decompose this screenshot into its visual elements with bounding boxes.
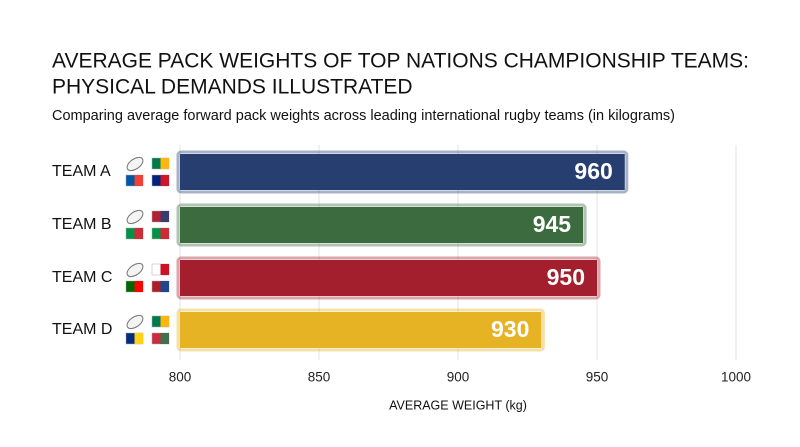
x-tick-label: 950 — [586, 370, 609, 385]
value-label: 930 — [491, 316, 529, 342]
x-tick-label: 1000 — [721, 370, 751, 385]
flag-icon-part — [160, 281, 169, 292]
chart-title: AVERAGE PACK WEIGHTS OF TOP NATIONS CHAM… — [52, 50, 749, 73]
bar — [180, 260, 597, 296]
x-tick-label: 850 — [308, 370, 331, 385]
x-axis-label: AVERAGE WEIGHT (kg) — [389, 398, 527, 412]
flag-icon-part — [134, 175, 143, 186]
flag-icon-part — [160, 228, 169, 239]
bar — [180, 312, 542, 348]
x-tick-label: 900 — [447, 370, 470, 385]
flag-icon-part — [160, 333, 169, 344]
bar-outline — [176, 256, 601, 300]
flag-icon-part — [134, 333, 143, 344]
x-tick-label: 800 — [169, 370, 192, 385]
category-label: TEAM D — [52, 321, 112, 338]
flag-icon-part — [160, 316, 169, 327]
rugby-ball-icon — [126, 209, 144, 225]
bar-outline — [176, 150, 629, 194]
value-label: 950 — [547, 264, 585, 290]
category-label: TEAM C — [52, 269, 112, 286]
bar — [180, 154, 625, 190]
rugby-ball-icon — [126, 156, 144, 172]
flag-icon-part — [134, 281, 143, 292]
rugby-ball-icon — [126, 314, 144, 330]
flag-icon-part — [160, 264, 169, 275]
flag-icon-part — [160, 175, 169, 186]
bar-outline — [176, 308, 545, 352]
value-label: 945 — [533, 211, 572, 237]
category-label: TEAM B — [52, 216, 112, 233]
plot: 960 945 950 930 — [176, 150, 629, 352]
bar-outline — [176, 203, 587, 247]
chart-title-line2: PHYSICAL DEMANDS ILLUSTRATED — [52, 76, 413, 99]
bar — [180, 207, 584, 243]
category-label: TEAM A — [52, 163, 111, 180]
value-label: 960 — [574, 158, 612, 184]
flag-icon-part — [160, 211, 169, 222]
flag-icon-part — [160, 158, 169, 169]
rugby-ball-icon — [126, 262, 144, 278]
chart-subtitle: Comparing average forward pack weights a… — [52, 108, 675, 124]
flag-icon-part — [134, 228, 143, 239]
